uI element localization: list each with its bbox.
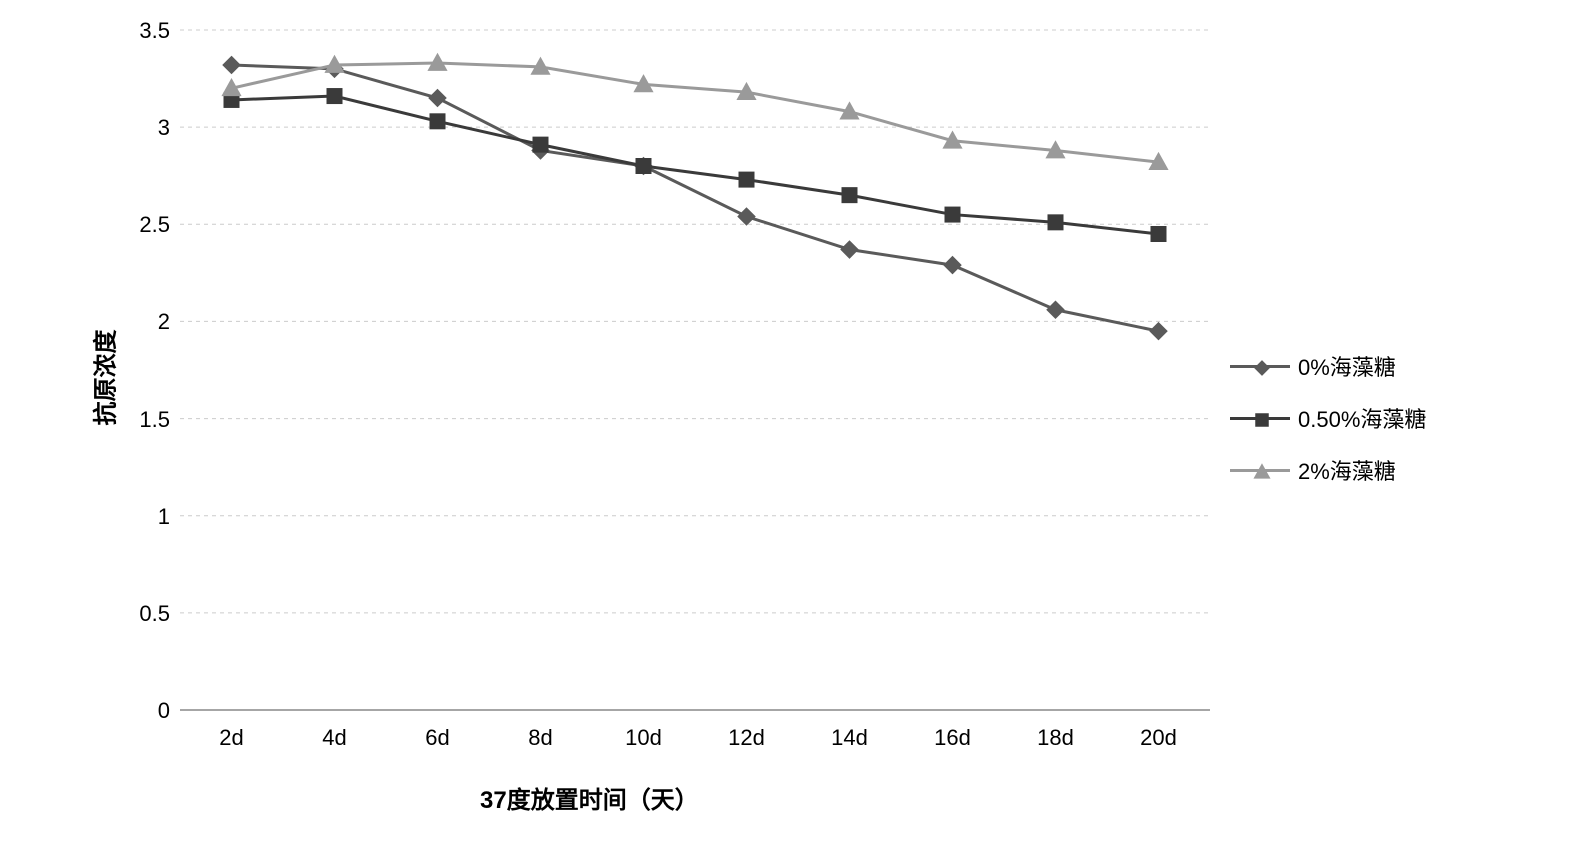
x-tick-label: 4d	[305, 725, 365, 751]
y-tick-label: 3.5	[90, 18, 170, 44]
legend-item: 0%海藻糖	[1230, 350, 1426, 382]
x-tick-label: 8d	[511, 725, 571, 751]
y-tick-label: 0.5	[90, 601, 170, 627]
y-tick-label: 3	[90, 115, 170, 141]
y-tick-label: 2.5	[90, 212, 170, 238]
y-tick-label: 0	[90, 698, 170, 724]
y-tick-label: 1.5	[90, 407, 170, 433]
x-tick-label: 10d	[614, 725, 674, 751]
x-axis-label: 37度放置时间（天）	[480, 780, 699, 815]
x-tick-label: 18d	[1026, 725, 1086, 751]
series-line	[232, 96, 1159, 234]
legend-label: 0.50%海藻糖	[1298, 402, 1426, 434]
x-tick-label: 16d	[923, 725, 983, 751]
x-tick-label: 6d	[408, 725, 468, 751]
diamond-icon	[1254, 360, 1270, 376]
legend-item: 2%海藻糖	[1230, 454, 1426, 486]
chart-svg	[180, 30, 1210, 710]
legend-label: 0%海藻糖	[1298, 350, 1396, 382]
x-tick-label: 2d	[202, 725, 262, 751]
y-tick-label: 2	[90, 309, 170, 335]
legend: 0%海藻糖 0.50%海藻糖 2%海藻糖	[1230, 350, 1426, 506]
legend-marker	[1230, 458, 1290, 482]
legend-label: 2%海藻糖	[1298, 454, 1396, 486]
legend-marker	[1230, 406, 1290, 430]
square-icon	[1254, 412, 1270, 428]
triangle-icon	[1254, 464, 1270, 480]
chart-container: 抗原浓度 37度放置时间（天） 00.511.522.533.5 2d4d6d8…	[50, 20, 1500, 820]
x-tick-label: 20d	[1129, 725, 1189, 751]
legend-item: 0.50%海藻糖	[1230, 402, 1426, 434]
x-tick-label: 14d	[820, 725, 880, 751]
y-tick-label: 1	[90, 504, 170, 530]
plot-area	[180, 30, 1210, 710]
legend-marker	[1230, 354, 1290, 378]
x-tick-label: 12d	[717, 725, 777, 751]
